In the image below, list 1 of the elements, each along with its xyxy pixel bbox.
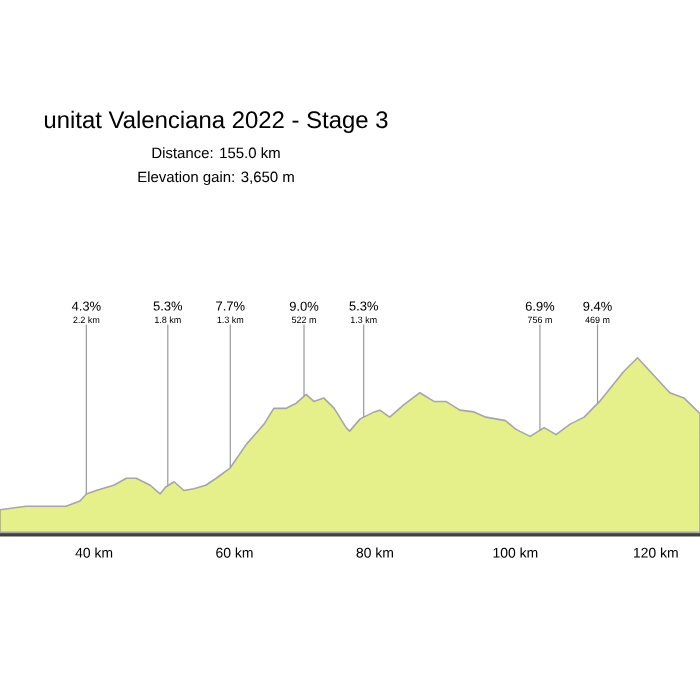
chart-title: unitat Valenciana 2022 - Stage 3 [44,110,388,133]
